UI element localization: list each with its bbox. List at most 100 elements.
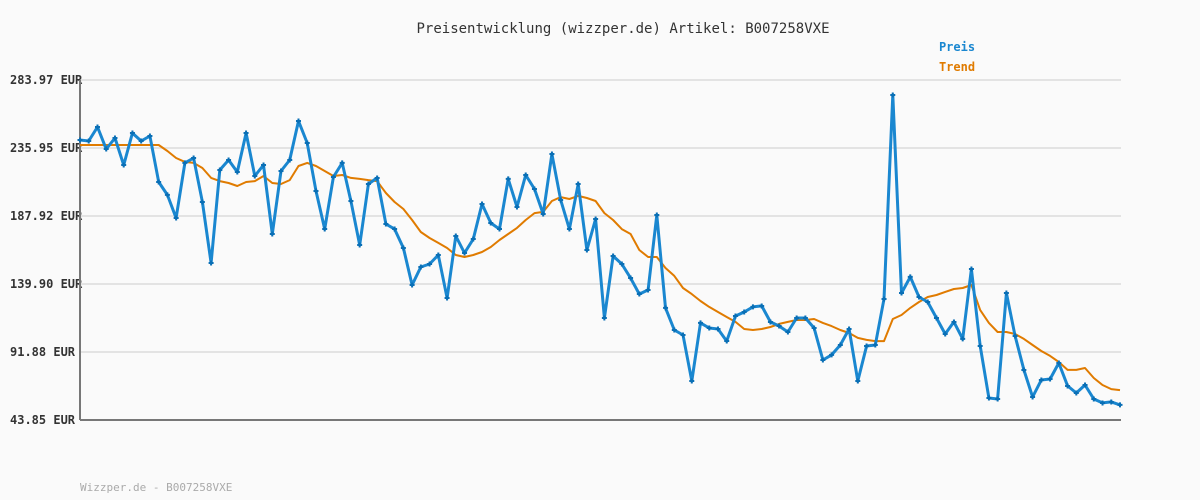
data-point	[365, 181, 371, 187]
data-point	[418, 264, 424, 270]
data-point	[427, 261, 433, 267]
chart-title: Preisentwicklung (wizzper.de) Artikel: B…	[416, 21, 829, 37]
data-point	[689, 378, 695, 384]
y-tick-label: 187.92 EUR	[10, 209, 83, 223]
data-point	[383, 221, 389, 227]
data-point	[802, 315, 808, 321]
data-point	[750, 304, 756, 310]
data-point	[1056, 360, 1062, 366]
footer-text: Wizzper.de - B007258VXE	[80, 481, 232, 494]
series-line-preis	[79, 93, 1121, 407]
data-point	[77, 137, 83, 143]
data-point	[121, 162, 127, 168]
data-point	[348, 198, 354, 204]
data-point	[925, 299, 931, 305]
data-point	[479, 201, 485, 207]
data-point	[523, 172, 529, 178]
data-point	[330, 174, 336, 180]
data-point	[942, 331, 948, 337]
data-point	[1021, 367, 1027, 373]
data-point	[628, 275, 634, 281]
data-point	[820, 357, 826, 363]
data-point	[654, 212, 660, 218]
data-point	[1003, 290, 1009, 296]
data-point	[584, 247, 590, 253]
data-point	[444, 295, 450, 301]
data-point	[645, 287, 651, 293]
data-point	[794, 315, 800, 321]
y-axis-ticks: 283.97 EUR 235.95 EUR 187.92 EUR 139.90 EUR…	[10, 73, 83, 427]
data-point	[715, 326, 721, 332]
data-point	[261, 162, 267, 168]
y-tick-label: 139.90 EUR	[10, 277, 83, 291]
series-line-trend	[80, 144, 1121, 392]
data-point	[890, 92, 896, 98]
data-point	[601, 315, 607, 321]
data-point	[1117, 402, 1123, 408]
data-point	[252, 173, 258, 179]
data-point	[462, 250, 468, 256]
data-point	[409, 282, 415, 288]
data-point	[199, 199, 205, 205]
legend-trend: Trend	[939, 60, 975, 74]
data-point	[671, 327, 677, 333]
data-point	[829, 352, 835, 358]
data-point	[470, 236, 476, 242]
data-point	[619, 261, 625, 267]
data-point	[767, 319, 773, 325]
data-point	[1073, 390, 1079, 396]
data-point	[558, 197, 564, 203]
data-point	[392, 226, 398, 232]
gridlines	[80, 79, 1121, 353]
data-point	[103, 146, 109, 152]
data-point	[86, 138, 92, 144]
data-point	[295, 118, 301, 124]
data-point	[182, 160, 188, 166]
data-point	[837, 342, 843, 348]
data-point	[540, 211, 546, 217]
data-point	[453, 233, 459, 239]
data-point	[234, 169, 240, 175]
data-point	[907, 274, 913, 280]
data-point	[759, 303, 765, 309]
data-point	[164, 192, 170, 198]
data-point	[322, 226, 328, 232]
data-point	[663, 305, 669, 311]
data-point	[1038, 377, 1044, 383]
data-point	[986, 395, 992, 401]
data-point	[636, 291, 642, 297]
data-point	[977, 343, 983, 349]
data-point	[226, 157, 232, 163]
data-point	[785, 329, 791, 335]
data-point	[855, 378, 861, 384]
data-point	[1108, 399, 1114, 405]
data-point	[488, 220, 494, 226]
data-point	[514, 204, 520, 210]
data-point	[435, 252, 441, 258]
data-point	[732, 313, 738, 319]
data-point	[357, 242, 363, 248]
data-point	[1091, 396, 1097, 402]
data-point	[741, 309, 747, 315]
data-point	[724, 338, 730, 344]
data-point	[1012, 333, 1018, 339]
data-point	[129, 130, 135, 136]
data-point	[531, 186, 537, 192]
data-point	[1100, 400, 1106, 406]
data-point	[593, 216, 599, 222]
data-point	[1065, 383, 1071, 389]
data-point	[208, 260, 214, 266]
data-point	[287, 157, 293, 163]
data-point	[899, 290, 905, 296]
data-point	[575, 181, 581, 187]
data-point	[864, 343, 870, 349]
data-point	[156, 179, 162, 185]
data-point	[610, 253, 616, 259]
data-point	[916, 294, 922, 300]
data-point	[776, 323, 782, 329]
legend-preis: Preis	[939, 40, 975, 54]
data-point	[217, 167, 223, 173]
data-point	[304, 140, 310, 146]
